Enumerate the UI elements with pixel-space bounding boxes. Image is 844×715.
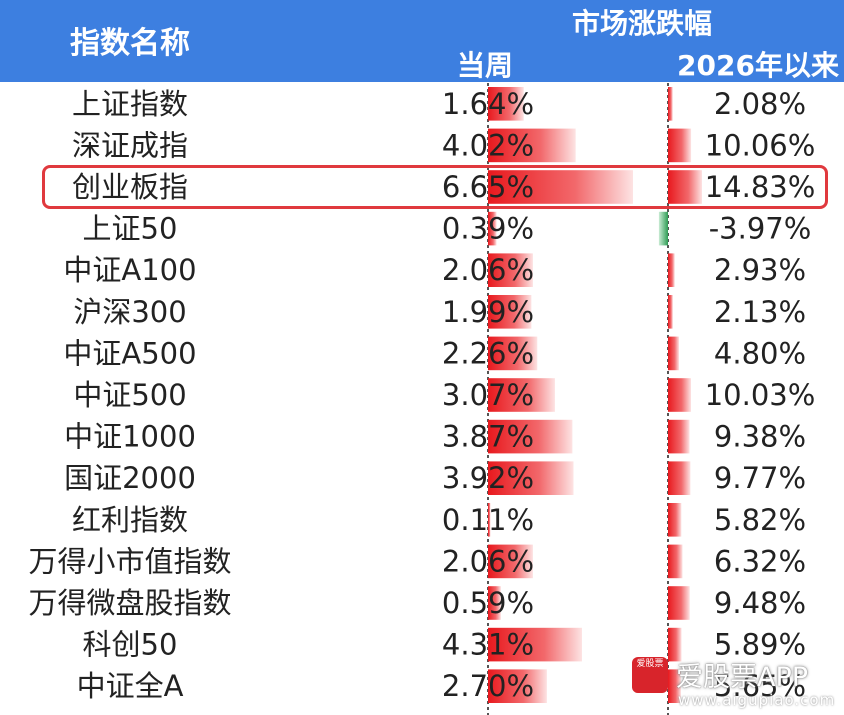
week-value-label: 3.87% xyxy=(442,420,534,454)
index-name-label: 万得小市值指数 xyxy=(28,544,231,578)
ytd-bar xyxy=(668,170,702,204)
ytd-value-label: 5.65% xyxy=(714,669,806,703)
header-index-name: 指数名称 xyxy=(70,26,190,61)
index-name-label: 国证2000 xyxy=(64,461,196,495)
index-name-label: 中证1000 xyxy=(64,420,196,454)
week-value-label: 3.07% xyxy=(442,378,534,412)
week-bar xyxy=(488,253,533,287)
index-name-label: 上证50 xyxy=(83,212,178,246)
week-bar xyxy=(488,544,533,579)
ytd-bar xyxy=(668,544,683,579)
ytd-bar xyxy=(668,295,673,329)
ytd-bar xyxy=(658,211,668,246)
week-bar xyxy=(488,336,538,371)
ytd-value-label: -3.97% xyxy=(709,212,812,246)
ytd-bar xyxy=(668,461,691,495)
week-value-label: 4.31% xyxy=(442,628,534,662)
week-bar xyxy=(488,211,497,246)
index-name-label: 沪深300 xyxy=(73,295,186,329)
ytd-bar xyxy=(668,336,680,371)
week-bar xyxy=(488,128,576,163)
week-value-label: 0.59% xyxy=(442,586,534,620)
week-bar xyxy=(488,87,524,121)
watermark-url: www.aigupiao.com xyxy=(678,691,836,709)
watermark: 爱股票 爱股票APP www.aigupiao.com xyxy=(632,655,842,715)
week-value-label: 0.39% xyxy=(442,212,534,246)
ytd-bar xyxy=(668,87,673,121)
week-value-label: 3.92% xyxy=(442,461,534,495)
ytd-value-label: 5.82% xyxy=(714,503,806,537)
watermark-logo-text: 爱股票 xyxy=(636,659,664,669)
ytd-value-label: 9.38% xyxy=(714,420,806,454)
index-name-label: 科创50 xyxy=(83,628,178,662)
header-ytd: 2026年以来 xyxy=(677,49,839,82)
week-value-label: 2.06% xyxy=(442,253,534,287)
ytd-bar xyxy=(668,586,690,620)
week-value-label: 2.70% xyxy=(442,669,534,703)
week-value-label: 1.64% xyxy=(442,87,534,121)
ytd-bar xyxy=(668,503,682,537)
ytd-value-label: 10.03% xyxy=(705,378,816,412)
ytd-bar xyxy=(668,669,681,703)
week-bar xyxy=(488,627,582,662)
index-name-label: 创业板指 xyxy=(72,170,188,204)
ytd-bar xyxy=(668,253,675,287)
header-week: 当周 xyxy=(456,49,513,82)
week-value-label: 1.99% xyxy=(442,295,534,329)
week-value-label: 4.02% xyxy=(442,128,534,162)
index-name-label: 上证指数 xyxy=(72,87,188,121)
week-bar xyxy=(488,461,574,495)
index-name-label: 中证A100 xyxy=(63,253,196,287)
week-bar xyxy=(488,586,501,620)
index-name-label: 深证成指 xyxy=(72,128,188,162)
index-name-label: 中证A500 xyxy=(63,336,196,370)
week-value-label: 2.26% xyxy=(442,336,534,370)
ytd-value-label: 9.48% xyxy=(714,586,806,620)
ytd-value-label: 14.83% xyxy=(705,170,816,204)
index-name-label: 红利指数 xyxy=(72,503,188,537)
week-value-label: 6.65% xyxy=(442,170,534,204)
week-bar xyxy=(488,419,573,454)
week-value-label: 2.06% xyxy=(442,544,534,578)
table-header: 指数名称 市场涨跌幅 当周 2026年以来 xyxy=(0,0,844,82)
ytd-value-label: 2.13% xyxy=(714,295,806,329)
watermark-brand: 爱股票APP xyxy=(676,662,809,693)
ytd-value-label: 5.89% xyxy=(714,628,806,662)
index-name-label: 万得微盘股指数 xyxy=(28,586,231,620)
ytd-value-label: 2.93% xyxy=(714,253,806,287)
highlight-box-chinext xyxy=(42,165,828,209)
week-value-label: 0.11% xyxy=(442,503,534,537)
ytd-value-label: 9.77% xyxy=(714,461,806,495)
week-bar xyxy=(488,378,555,412)
ytd-bar xyxy=(668,627,682,662)
week-bar xyxy=(488,170,633,204)
ytd-value-label: 4.80% xyxy=(714,336,806,370)
index-name-label: 中证500 xyxy=(73,378,186,412)
ytd-value-label: 6.32% xyxy=(714,544,806,578)
ytd-value-label: 2.08% xyxy=(714,87,806,121)
ytd-bar xyxy=(668,378,691,412)
week-bar xyxy=(488,503,491,537)
week-bar xyxy=(488,669,547,703)
index-name-label: 中证全A xyxy=(77,669,184,703)
ytd-bar xyxy=(668,128,692,163)
week-bar xyxy=(488,295,532,329)
app-logo-icon: 爱股票 xyxy=(632,657,668,693)
header-market-change: 市场涨跌幅 xyxy=(571,7,712,40)
ytd-value-label: 10.06% xyxy=(705,128,816,162)
ytd-bar xyxy=(668,419,690,454)
